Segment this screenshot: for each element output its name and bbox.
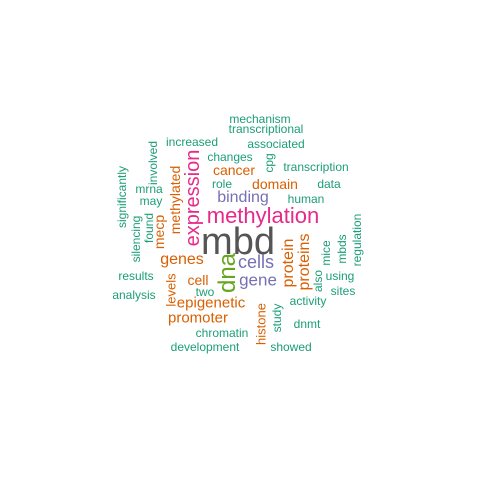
word-methylated: methylated (167, 165, 183, 235)
word-expression: expression (182, 149, 204, 247)
word-levels: levels (163, 273, 179, 307)
word-increased: increased (165, 135, 219, 149)
word-domain: domain (252, 176, 298, 192)
word-sites: sites (330, 284, 356, 298)
word-role: role (211, 177, 233, 191)
word-regulation: regulation (350, 213, 364, 267)
word-silencing: silencing (129, 215, 143, 263)
word-activity: activity (289, 294, 327, 308)
word-genes: genes (160, 251, 204, 268)
word-dnmt: dnmt (293, 317, 321, 331)
word-mrna: mrna (135, 182, 163, 196)
word-analysis: analysis (112, 288, 156, 302)
word-study: study (270, 303, 284, 333)
word-associated: associated (247, 137, 305, 151)
word-mbds: mbds (335, 234, 349, 264)
word-binding: binding (217, 189, 269, 206)
word-cell: cell (187, 272, 209, 288)
word-epigenetic: epigenetic (176, 294, 246, 312)
word-changes: changes (207, 150, 253, 164)
word-chromatin: chromatin (195, 326, 249, 340)
word-cells: cells (237, 252, 275, 272)
word-may: may (139, 194, 163, 208)
word-transcription: transcription (283, 160, 349, 174)
word-promoter: promoter (167, 309, 229, 327)
word-two: two (195, 285, 215, 299)
word-cpg: cpg (262, 153, 276, 173)
word-mice: mice (319, 240, 333, 266)
word-showed: showed (270, 340, 312, 354)
word-human: human (287, 192, 325, 206)
word-development: development (170, 340, 240, 354)
word-dna: dna (214, 252, 241, 294)
word-results: results (118, 269, 154, 283)
word-mbd: mbd (201, 221, 275, 263)
word-transcriptional: transcriptional (228, 122, 304, 136)
word-histone: histone (253, 303, 269, 345)
word-significantly: significantly (115, 165, 129, 229)
word-using: using (325, 269, 355, 283)
word-protein: protein (280, 238, 297, 288)
word-mechanism: mechanism (229, 112, 291, 126)
word-cancer: cancer (212, 162, 256, 178)
word-found: found (142, 212, 156, 244)
word-methylation: methylation (206, 203, 320, 228)
word-data: data (317, 177, 341, 191)
word-involved: involved (146, 140, 160, 186)
word-also: also (311, 269, 325, 293)
word-gene: gene (239, 270, 277, 290)
